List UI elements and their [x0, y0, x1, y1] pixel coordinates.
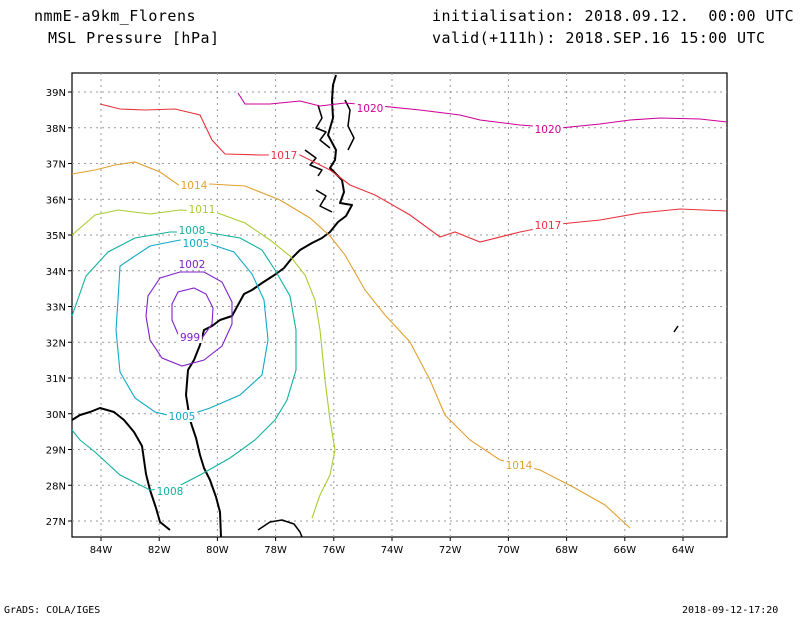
isobar-1002: [145, 271, 233, 367]
contour-label-bg: [268, 149, 300, 161]
lat-label: 39N: [46, 88, 66, 99]
lon-label: 72W: [439, 545, 462, 556]
contour-label: 1020: [357, 103, 384, 115]
lat-label: 28N: [46, 481, 66, 492]
map-frame: [71, 72, 728, 538]
lon-label: 80W: [206, 545, 229, 556]
lat-label: 30N: [46, 410, 66, 421]
lon-label: 78W: [264, 545, 287, 556]
lon-label: 68W: [555, 545, 578, 556]
lon-label: 76W: [322, 545, 345, 556]
isobar-999: [171, 287, 214, 343]
contour-label-bg: [532, 123, 564, 135]
isobar-1008: [71, 231, 297, 491]
variable-title: MSL Pressure [hPa]: [48, 29, 220, 47]
contour-label: 1011: [189, 204, 216, 216]
lon-label: 84W: [90, 545, 113, 556]
lat-label: 33N: [46, 303, 66, 314]
timestamp: 2018-09-12-17:20: [682, 605, 779, 616]
model-name: nmmE-a9km_Florens: [34, 7, 197, 25]
coastline: [71, 74, 679, 538]
lon-label: 70W: [497, 545, 520, 556]
lon-label: 64W: [672, 545, 695, 556]
contour-label: 1014: [181, 180, 208, 192]
isobar-1014: [71, 161, 631, 529]
contour-label-bg: [186, 203, 218, 215]
isobar-1005: [115, 239, 269, 419]
contour-label: 1017: [535, 220, 562, 232]
contour-label: 1017: [271, 150, 298, 162]
contour-label: 1008: [157, 486, 184, 498]
lon-label: 82W: [148, 545, 171, 556]
contour-label: 999: [180, 332, 200, 344]
isobar-1011: [71, 209, 336, 519]
valid-time: valid(+111h): 2018.SEP.16 15:00 UTC: [432, 29, 766, 47]
isobars: [71, 92, 728, 529]
lat-label: 29N: [46, 446, 66, 457]
longitude-labels: 84W 82W 80W 78W 76W 74W 72W 70W 68W 66W 64W: [90, 537, 695, 556]
contour-label-bg: [178, 331, 202, 343]
init-time: initialisation: 2018.09.12. 00:00 UTC: [432, 7, 795, 25]
gridlines: [72, 73, 727, 537]
contour-label: 1005: [183, 238, 210, 250]
contour-label-bg: [176, 224, 208, 236]
contour-label-bg: [532, 219, 564, 231]
lat-label: 35N: [46, 231, 66, 242]
lon-label: 74W: [381, 545, 404, 556]
lat-label: 27N: [46, 517, 66, 528]
contour-label-bg: [166, 410, 198, 422]
contour-label-bg: [154, 485, 186, 497]
isobar-1020: [237, 92, 728, 129]
contour-label-bg: [180, 237, 212, 249]
contour-label-bg: [354, 102, 386, 114]
credit: GrADS: COLA/IGES: [4, 605, 101, 616]
isobar-1017: [99, 103, 728, 243]
lat-label: 36N: [46, 195, 66, 206]
lat-label: 38N: [46, 124, 66, 135]
contour-label: 1005: [169, 411, 196, 423]
contour-label-bg: [176, 258, 208, 270]
contour-labels: 1020102010171017101410141011100810081005…: [154, 102, 564, 498]
lat-label: 31N: [46, 374, 66, 385]
contour-label: 1020: [535, 124, 562, 136]
lat-label: 34N: [46, 267, 66, 278]
contour-label-bg: [178, 179, 210, 191]
lat-label: 32N: [46, 338, 66, 349]
contour-label: 1002: [179, 259, 206, 271]
contour-label-bg: [503, 459, 535, 471]
latitude-labels: 39N 38N 37N 36N 35N 34N 33N 32N 31N 30N 29N 28N 27N: [46, 88, 72, 528]
contour-label: 1014: [506, 460, 533, 472]
contour-label: 1008: [179, 225, 206, 237]
lat-label: 37N: [46, 160, 66, 171]
lon-label: 66W: [613, 545, 636, 556]
